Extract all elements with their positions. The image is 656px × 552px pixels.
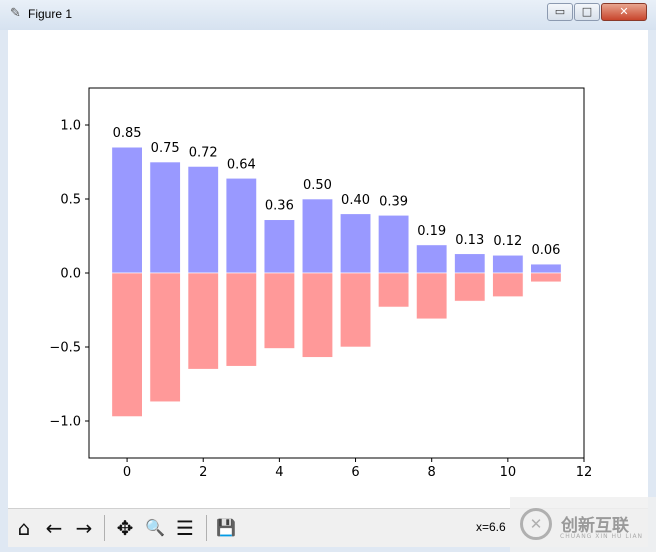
bar-positive: [492, 254, 524, 274]
toolbar-separator: [206, 515, 207, 541]
bar-negative: [530, 272, 562, 283]
feather-icon: ✎: [10, 6, 21, 21]
y-tick-label: 0.5: [60, 193, 81, 208]
data-label: 0.06: [531, 243, 560, 258]
bar-negative: [225, 272, 257, 367]
bar-positive: [530, 263, 562, 274]
data-label: 0.75: [151, 141, 180, 156]
y-tick-label: −1.0: [49, 415, 81, 430]
minimize-button[interactable]: ▭: [547, 3, 573, 21]
y-tick-label: −0.5: [49, 341, 81, 356]
configure-subplots-icon[interactable]: ☰: [176, 516, 194, 540]
x-tick-label: 0: [123, 465, 131, 480]
data-label: 0.85: [113, 126, 142, 141]
bar-positive: [149, 161, 181, 274]
watermark-subtext: CHUANG XIN HU LIAN: [560, 533, 644, 540]
home-icon[interactable]: ⌂: [17, 516, 31, 540]
maximize-button[interactable]: □: [574, 3, 600, 21]
watermark-text: 创新互联: [561, 516, 629, 536]
data-label: 0.36: [265, 199, 294, 214]
back-arrow-icon[interactable]: ←: [45, 516, 63, 540]
bar-negative: [149, 272, 181, 403]
figure-canvas[interactable]: 0.85 0.75 0.72 0.64 0.36 0.50 0.40 0.39 0.19 0.13…: [8, 30, 648, 508]
bar-positive: [225, 177, 257, 274]
bar-positive: [263, 219, 295, 274]
data-label: 0.13: [455, 233, 484, 248]
watermark-logo-icon: ✕: [520, 508, 552, 540]
data-label: 0.39: [379, 194, 408, 209]
bar-positive: [187, 166, 219, 274]
data-label: 0.19: [417, 224, 446, 239]
save-icon[interactable]: 💾: [216, 518, 236, 537]
close-button[interactable]: ✕: [601, 3, 647, 21]
bar-negative: [378, 272, 410, 308]
x-tick-label: 10: [500, 465, 517, 480]
bar-negative: [492, 272, 524, 297]
data-label: 0.64: [227, 157, 256, 172]
bar-positive: [340, 213, 372, 274]
x-tick-label: 12: [576, 465, 593, 480]
y-tick-label: 1.0: [60, 119, 81, 134]
cursor-coordinates: x=6.6: [476, 520, 506, 534]
x-tick-label: 6: [351, 465, 359, 480]
x-tick-label: 2: [199, 465, 207, 480]
y-tick-label: 0.0: [60, 267, 81, 282]
data-label: 0.12: [493, 234, 522, 249]
bar-negative: [263, 272, 295, 349]
x-tick-label: 8: [428, 465, 436, 480]
bar-positive: [378, 214, 410, 274]
forward-arrow-icon[interactable]: →: [75, 516, 93, 540]
bar-positive: [416, 244, 448, 274]
bar-negative: [340, 272, 372, 348]
x-tick-label: 4: [275, 465, 283, 480]
pan-icon[interactable]: ✥: [116, 516, 134, 540]
bar-positive: [454, 253, 486, 274]
bar-negative: [111, 272, 143, 417]
bar-negative: [187, 272, 219, 370]
title-bar[interactable]: ✎ Figure 1 ▭ □ ✕: [0, 0, 656, 30]
bar-negative: [454, 272, 486, 302]
toolbar-separator: [104, 515, 105, 541]
data-label: 0.72: [189, 145, 218, 160]
data-label: 0.50: [303, 178, 332, 193]
bar-chart: 0.850.75 0.720.640.360.500.40 0.390.190.13…: [49, 87, 593, 480]
bar-negative: [301, 272, 333, 358]
zoom-icon[interactable]: 🔍: [145, 518, 165, 537]
window-title: Figure 1: [28, 7, 73, 21]
bar-positive: [301, 198, 333, 274]
bar-positive: [111, 146, 143, 274]
bar-negative: [416, 272, 448, 320]
data-label: 0.40: [341, 193, 370, 208]
